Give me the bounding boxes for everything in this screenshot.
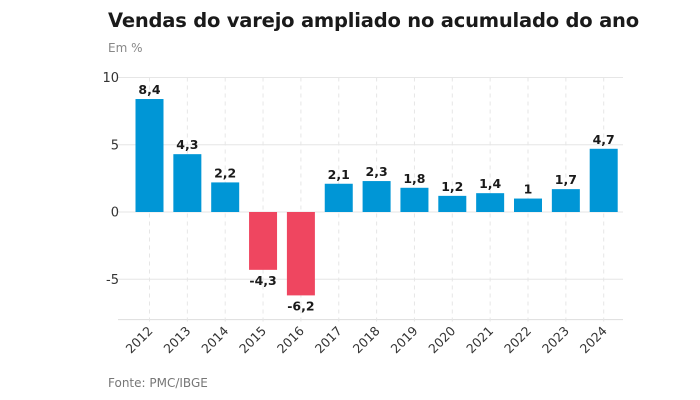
- data-label-2020: 1,2: [441, 179, 463, 194]
- x-tick-label: 2016: [274, 323, 307, 356]
- data-label-2017: 2,1: [328, 167, 350, 182]
- bars: [135, 99, 618, 296]
- y-tick-label: 10: [102, 71, 119, 86]
- data-label-2014: 2,2: [214, 165, 236, 180]
- bar-2013: [173, 154, 202, 212]
- bar-2016: [286, 212, 315, 296]
- x-tick-label: 2023: [539, 323, 572, 356]
- data-label-2024: 4,7: [593, 132, 615, 147]
- bar-2022: [514, 198, 542, 212]
- x-tick-label: 2013: [160, 323, 193, 356]
- data-labels: 8,4 4,3 2,2 -4,3 -6,2 2,1 2,3 1,8 1,2 1,4 1 1,7 4,7: [138, 82, 614, 313]
- data-label-2016: -6,2: [287, 298, 314, 313]
- x-tick-label: 2019: [387, 323, 420, 356]
- data-label-2018: 2,3: [366, 164, 388, 179]
- bar-2023: [551, 189, 580, 212]
- data-label-2023: 1,7: [555, 172, 577, 187]
- data-label-2015: -4,3: [249, 273, 276, 288]
- bar-2021: [476, 193, 505, 212]
- x-tick-label: 2017: [312, 323, 345, 356]
- data-label-2013: 4,3: [176, 137, 198, 152]
- bar-2017: [324, 183, 353, 212]
- x-tick-label: 2018: [350, 323, 383, 356]
- data-label-2012: 8,4: [138, 82, 160, 97]
- x-tick-label: 2015: [236, 323, 269, 356]
- x-tick-label: 2024: [577, 323, 610, 356]
- bar-2014: [211, 182, 240, 212]
- bar-2024: [589, 148, 618, 212]
- x-tick-label: 2021: [463, 323, 496, 356]
- bar-2015: [249, 212, 278, 270]
- x-axis-ticks: 2012 2013 2014 2015 2016 2017 2018 2019 2020 2021…: [123, 323, 610, 356]
- source-note: Fonte: PMC/IBGE: [108, 376, 208, 390]
- chart-title: Vendas do varejo ampliado no acumulado d…: [108, 9, 639, 32]
- x-tick-label: 2012: [123, 323, 156, 356]
- y-tick-label: -5: [106, 273, 119, 288]
- x-tick-label: 2020: [425, 323, 458, 356]
- bar-2018: [362, 181, 391, 212]
- bar-2020: [438, 195, 467, 212]
- y-axis-ticks: 10 5 0 -5: [102, 71, 119, 288]
- x-tick-label: 2014: [198, 323, 231, 356]
- data-label-2022: 1: [524, 182, 533, 197]
- bar-2012: [135, 99, 164, 212]
- chart-subtitle: Em %: [108, 41, 143, 55]
- y-tick-label: 0: [111, 206, 119, 221]
- data-label-2019: 1,8: [403, 171, 425, 186]
- bar-2019: [400, 187, 429, 212]
- x-tick-label: 2022: [501, 323, 534, 356]
- data-label-2021: 1,4: [479, 176, 501, 191]
- y-tick-label: 5: [111, 138, 119, 153]
